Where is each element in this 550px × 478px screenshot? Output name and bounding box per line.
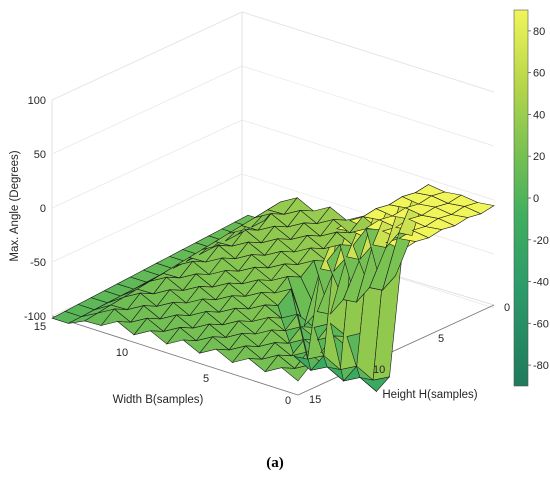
z-tick-label: -100 bbox=[24, 311, 46, 323]
colorbar-tick-label: -20 bbox=[533, 235, 549, 247]
x-tick-label: 10 bbox=[116, 347, 128, 359]
z-tick-label: 0 bbox=[40, 203, 46, 215]
y-tick-label: 5 bbox=[438, 333, 444, 345]
x-tick-label: 0 bbox=[285, 395, 291, 407]
z-tick-label: -50 bbox=[30, 257, 46, 269]
colorbar-tick-label: 60 bbox=[533, 68, 545, 80]
colorbar-tick-label: 0 bbox=[533, 193, 539, 205]
x-tick-label: 5 bbox=[203, 373, 209, 385]
colorbar: 80 60 40 20 0 -20 -40 -60 -80 bbox=[513, 9, 549, 387]
colorbar-tick-label: 20 bbox=[533, 151, 545, 163]
colorbar-tick-label: -60 bbox=[533, 318, 549, 330]
z-axis: 100 50 0 -50 -100 bbox=[24, 95, 46, 323]
x-tick-label: 15 bbox=[34, 321, 46, 333]
x-axis: 15 10 5 0 bbox=[34, 321, 291, 407]
y-tick-label: 10 bbox=[373, 364, 385, 376]
colorbar-tick-label: 80 bbox=[533, 26, 545, 38]
x-axis-label: Width B(samples) bbox=[113, 394, 204, 406]
z-axis-label: Max. Angle (Degrees) bbox=[9, 150, 21, 261]
z-tick-label: 100 bbox=[28, 95, 46, 107]
colorbar-tick-label: -40 bbox=[533, 277, 549, 289]
y-axis-label: Height H(samples) bbox=[382, 389, 477, 401]
colorbar-tick-label: -80 bbox=[533, 360, 549, 372]
surface-plot bbox=[51, 183, 495, 393]
z-tick-label: 50 bbox=[34, 149, 46, 161]
colorbar-tick-label: 40 bbox=[533, 109, 545, 121]
surface-face bbox=[463, 202, 495, 215]
floor-axes bbox=[51, 304, 495, 396]
y-axis: 0 5 10 15 bbox=[309, 302, 510, 406]
figure-caption: (a) bbox=[266, 455, 284, 471]
colorbar-ticks: 80 60 40 20 0 -20 -40 -60 -80 bbox=[528, 26, 549, 372]
y-tick-label: 0 bbox=[504, 302, 510, 314]
y-tick-label: 15 bbox=[309, 394, 321, 406]
colorbar-gradient bbox=[513, 9, 529, 387]
